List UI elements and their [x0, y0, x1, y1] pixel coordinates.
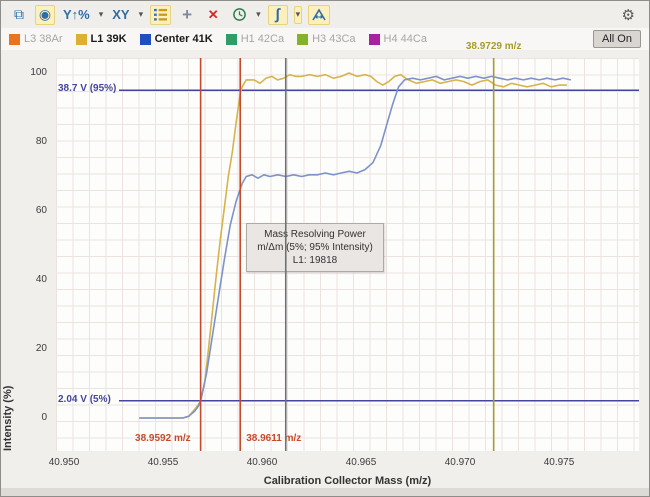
y-scale-dropdown-icon[interactable]: ▾	[98, 9, 104, 19]
clear-button[interactable]: ✕	[203, 5, 223, 25]
x-tick-label: 40.955	[147, 457, 179, 468]
x-axis-title: Calibration Collector Mass (m/z)	[263, 475, 432, 487]
tooltip-line-3: L1: 19818	[292, 255, 338, 266]
x-tick-label: 40.975	[543, 457, 575, 468]
x-tick-label: 40.950	[48, 457, 80, 468]
y-scale-percent-button[interactable]: Y↑%	[61, 5, 92, 25]
settings-gear-icon[interactable]: ⚙	[616, 5, 641, 25]
smoothing-dropdown-icon[interactable]: ▾	[293, 5, 303, 24]
tooltip-line-1: Mass Resolving Power	[264, 229, 366, 240]
legend-item-h3-43ca[interactable]: H3 43Ca	[297, 33, 356, 45]
integral-curve-icon: ∫	[275, 6, 280, 23]
xy-label: XY	[112, 7, 130, 22]
legend-item-label: H4 44Ca	[383, 33, 427, 45]
y-tick-label: 40	[35, 274, 47, 285]
legend-swatch	[225, 33, 237, 45]
legend-list-button[interactable]	[150, 4, 172, 25]
legend-swatch	[368, 33, 380, 45]
copy-icon: ⧉	[14, 6, 24, 22]
marker-label: 38.9592 m/z	[135, 433, 191, 444]
all-on-button[interactable]: All On	[593, 30, 641, 48]
y-tick-label: 80	[35, 136, 47, 147]
legend-swatch	[9, 33, 20, 45]
resolving-power-tooltip: Mass Resolving Power m/Δm (5%; 95% Inten…	[246, 223, 384, 272]
history-dropdown-icon[interactable]: ▾	[256, 9, 261, 19]
legend-item-label: H1 42Ca	[240, 33, 285, 45]
y-tick-label: 20	[35, 343, 47, 354]
tooltip-line-2: m/Δm (5%; 95% Intensity)	[257, 242, 373, 253]
legend-swatch	[75, 33, 87, 45]
legend-item-h4-44ca[interactable]: H4 44Ca	[368, 33, 427, 45]
target-icon: ◉	[38, 6, 52, 22]
y-tick-label: 0	[41, 412, 47, 423]
legend-item-l3-38ar[interactable]: L3 38Ar	[9, 33, 63, 45]
window-bottom-strip	[1, 488, 649, 496]
marker-label: 38.9611 m/z	[246, 433, 302, 444]
numbered-list-icon	[154, 8, 168, 21]
x-tick-label: 40.960	[246, 457, 278, 468]
legend-item-l1-39k[interactable]: L1 39K	[75, 33, 127, 45]
peak-width-button[interactable]	[308, 4, 331, 25]
y-scale-label: Y↑%	[63, 7, 90, 22]
legend-swatch	[139, 33, 151, 45]
legend-item-label: H3 43Ca	[312, 33, 356, 45]
x-tick-label: 40.965	[345, 457, 377, 468]
smoothing-button[interactable]: ∫	[267, 4, 288, 25]
legend-item-label: L3 38Ar	[24, 33, 63, 45]
toolbar: ⧉ ◉ Y↑% ▾ XY ▾ + ✕ ▾ ∫ ▾	[1, 1, 649, 28]
history-clock-icon	[232, 8, 246, 21]
threshold-label-5: 2.04 V (5%)	[58, 393, 111, 405]
chart-area: Intensity (%) Calibration Collector Mass…	[1, 41, 649, 496]
marker-label: 38.9729 m/z	[465, 41, 522, 52]
legend-item-h1-42ca[interactable]: H1 42Ca	[225, 33, 285, 45]
y-tick-label: 100	[30, 67, 47, 78]
history-button[interactable]	[229, 5, 249, 25]
y-axis-title: Intensity (%)	[2, 385, 14, 451]
peak-icon	[312, 7, 326, 20]
threshold-label-95: 38.7 V (95%)	[58, 83, 117, 95]
copy-chart-icon[interactable]: ⧉	[9, 5, 29, 25]
crosshair-button[interactable]: +	[177, 5, 197, 25]
clear-x-icon: ✕	[207, 6, 219, 22]
crosshair-icon: +	[182, 5, 193, 24]
marker-target-icon[interactable]: ◉	[35, 4, 55, 25]
xy-dropdown-icon[interactable]: ▾	[138, 9, 144, 19]
xy-mode-button[interactable]: XY	[110, 5, 131, 25]
x-tick-label: 40.970	[444, 457, 476, 468]
legend-swatch	[297, 33, 309, 45]
legend-item-label: Center 41K	[154, 33, 213, 45]
legend-items: L3 38Ar L1 39K Center 41K H1 42Ca H3 43Ca H4 …	[9, 33, 427, 45]
legend: L3 38Ar L1 39K Center 41K H1 42Ca H3 43Ca H4 …	[1, 28, 649, 50]
legend-item-center-41k[interactable]: Center 41K	[139, 33, 213, 45]
y-tick-label: 60	[35, 205, 47, 216]
legend-item-label: L1 39K	[90, 33, 127, 45]
